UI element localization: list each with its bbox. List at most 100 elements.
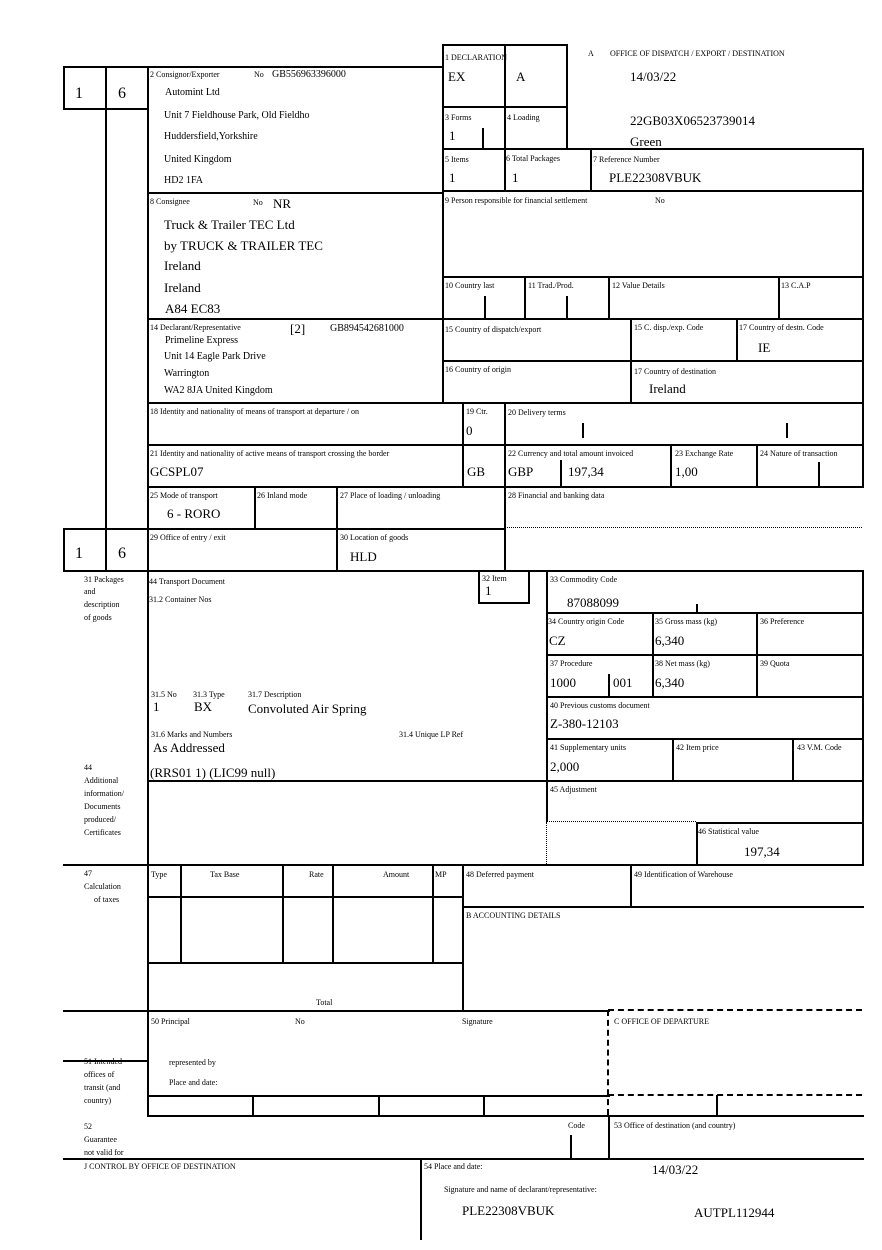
- rule-line: [862, 148, 864, 486]
- rule-line: [756, 444, 758, 486]
- rule-line: [442, 148, 864, 150]
- box49-label: 49 Identification of Warehouse: [634, 870, 733, 879]
- rule-line: [582, 423, 584, 438]
- box38-label: 38 Net mass (kg): [655, 659, 710, 668]
- consignor-line: United Kingdom: [164, 154, 232, 165]
- form-number: 1: [75, 85, 83, 102]
- rule-line: [546, 696, 864, 698]
- box9-label: 9 Person responsible for financial settl…: [445, 196, 588, 205]
- box47-label: Calculation: [84, 882, 121, 891]
- mrn-number: 22GB03X06523739014: [630, 113, 755, 128]
- destination-code: IE: [758, 340, 771, 355]
- rule-line: [432, 864, 434, 962]
- container-flag: 0: [466, 423, 473, 438]
- box44-label: Documents: [84, 802, 121, 811]
- box42-label: 42 Item price: [676, 743, 719, 752]
- rule-line: [147, 1115, 864, 1117]
- box54-label: 54 Place and date:: [424, 1162, 483, 1171]
- rule-line: [63, 66, 444, 68]
- box19-label: 19 Ctr.: [466, 407, 488, 416]
- rule-line: [63, 528, 65, 570]
- rule-line: [105, 528, 107, 570]
- box44-label: Certificates: [84, 828, 121, 837]
- rule-line: [716, 1095, 718, 1115]
- rule-line: [462, 906, 864, 908]
- box11-label: 11 Trad./Prod.: [528, 281, 574, 290]
- tax-column-type: Type: [151, 870, 167, 879]
- rule-line: [63, 1158, 864, 1160]
- rule-line: [566, 296, 568, 318]
- place-and-date-label: Place and date:: [169, 1078, 218, 1087]
- consignee-no: NR: [273, 196, 292, 211]
- box13-label: 13 C.A.P: [781, 281, 811, 290]
- rule-line: [652, 612, 654, 696]
- consignor-line: Automint Ltd: [165, 87, 220, 98]
- rule-line: [147, 570, 149, 1115]
- procedure-additional: 001: [613, 675, 633, 690]
- signature-date: 14/03/22: [652, 1162, 699, 1177]
- rule-line: [378, 1095, 380, 1115]
- rule-line: [483, 1095, 485, 1115]
- represented-by-label: represented by: [169, 1058, 216, 1067]
- box36-label: 36 Preference: [760, 617, 805, 626]
- rule-line: [282, 864, 284, 962]
- form-number-lower: 1: [75, 545, 83, 562]
- box3-label: 3 Forms: [445, 113, 472, 122]
- box16-label: 16 Country of origin: [445, 365, 511, 374]
- box47-label: of taxes: [94, 895, 120, 904]
- box15-label: 15 Country of dispatch/export: [445, 325, 542, 334]
- declarant-line: WA2 8JA United Kingdom: [164, 385, 273, 396]
- declarant-signature-label: Signature and name of declarant/represen…: [444, 1185, 597, 1194]
- box6-label: 6 Total Packages: [506, 154, 560, 163]
- rule-line: [63, 1010, 610, 1012]
- tax-column-amount: Amount: [383, 870, 410, 879]
- box50-no-label: No: [295, 1017, 305, 1026]
- package-type: BX: [194, 699, 213, 714]
- rule-line: [566, 44, 568, 148]
- declarant-line: Primeline Express: [165, 335, 239, 346]
- rule-line: [63, 66, 65, 108]
- origin-country-code: CZ: [549, 633, 566, 648]
- supplementary-units: 2,000: [550, 759, 580, 774]
- rule-line: [608, 1094, 862, 1096]
- representative-status: [2]: [290, 321, 306, 336]
- box-a-letter: A: [588, 49, 594, 58]
- rule-line: [546, 821, 696, 822]
- total-packages: 1: [512, 170, 519, 185]
- form-total: 6: [118, 85, 126, 102]
- package-type-label: 31.3 Type: [193, 690, 225, 699]
- box32-label: 32 Item: [482, 574, 507, 583]
- reference-number: PLE22308VBUK: [609, 170, 702, 185]
- box34-label: 34 Country origin Code: [548, 617, 625, 626]
- rule-line: [630, 318, 632, 402]
- rule-line: [147, 66, 149, 570]
- box8-label: 8 Consignee: [150, 197, 190, 206]
- marks-label: 31.6 Marks and Numbers: [151, 730, 233, 739]
- rule-line: [504, 44, 506, 190]
- rule-line: [570, 1135, 572, 1158]
- previous-document: Z-380-12103: [550, 716, 619, 731]
- rule-line: [672, 738, 674, 780]
- box30-label: 30 Location of goods: [340, 533, 409, 542]
- rule-line: [818, 462, 820, 486]
- box9-no-label: No: [655, 196, 665, 205]
- consignor-eori: GB556963396000: [272, 69, 346, 80]
- box29-label: 29 Office of entry / exit: [150, 533, 226, 542]
- box14-label: 14 Declarant/Representative: [150, 323, 241, 332]
- item-number: 1: [485, 583, 492, 598]
- box28-label: 28 Financial and banking data: [508, 491, 605, 500]
- box26-label: 26 Inland mode: [257, 491, 308, 500]
- consignee-line: Ireland: [164, 280, 201, 295]
- consignee-line: Truck & Trailer TEC Ltd: [164, 217, 295, 232]
- rule-line: [478, 572, 480, 602]
- rule-line: [336, 486, 338, 570]
- rule-line: [462, 402, 464, 486]
- rule-line: [147, 192, 444, 194]
- rule-line: [332, 864, 334, 962]
- invoice-amount: 197,34: [568, 464, 604, 479]
- consignor-line: Unit 7 Fieldhouse Park, Old Fieldho: [164, 110, 310, 121]
- exchange-rate: 1,00: [675, 464, 698, 479]
- rule-line: [252, 1095, 254, 1115]
- box7-label: 7 Reference Number: [593, 155, 660, 164]
